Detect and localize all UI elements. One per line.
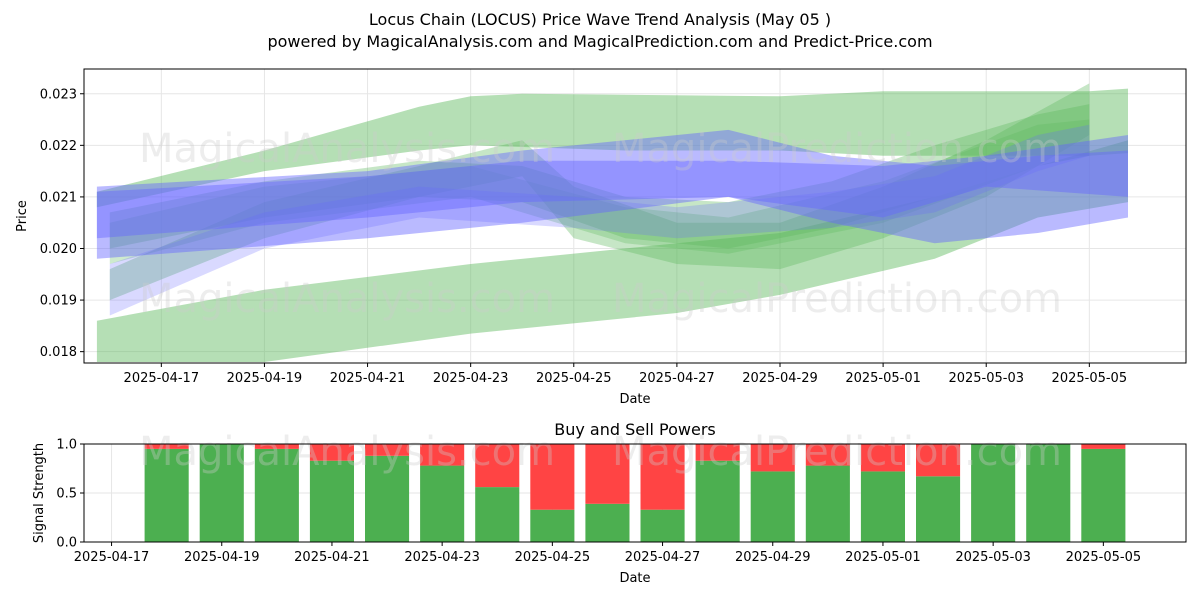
price-chart: MagicalAnalysis.com MagicalPrediction.co… bbox=[15, 68, 1187, 407]
buy-bar bbox=[1081, 448, 1126, 542]
wave-band-green-4 bbox=[109, 119, 1090, 264]
sell-bar bbox=[860, 444, 905, 472]
bar-x-tick-label: 2025-04-19 bbox=[184, 550, 260, 565]
buy-bar bbox=[750, 471, 795, 542]
price-y-tick-label: 0.020 bbox=[40, 242, 77, 257]
bar-x-tick-label: 2025-04-29 bbox=[735, 550, 811, 565]
bar-x-tick-label: 2025-04-21 bbox=[294, 550, 370, 565]
sell-bar bbox=[144, 444, 189, 449]
buy-bar bbox=[585, 503, 630, 542]
bar-x-tick-label: 2025-04-23 bbox=[404, 550, 480, 565]
price-x-tick-label: 2025-05-01 bbox=[845, 371, 921, 386]
price-plot-frame bbox=[83, 68, 1187, 364]
buy-bar bbox=[144, 448, 189, 542]
price-x-tick-label: 2025-04-19 bbox=[227, 371, 303, 386]
wave-band-green-3 bbox=[109, 104, 1090, 249]
price-y-tick-label: 0.021 bbox=[40, 190, 77, 205]
buy-bar bbox=[420, 465, 465, 542]
bar-x-tick-label: 2025-05-03 bbox=[955, 550, 1031, 565]
price-y-tick-label: 0.019 bbox=[40, 294, 77, 309]
watermark-prediction-top: MagicalPrediction.com bbox=[612, 126, 1062, 172]
buy-sell-chart: Buy and Sell Powers MagicalAnalysis.com … bbox=[32, 420, 1187, 586]
price-bands bbox=[96, 83, 1128, 362]
watermark-analysis-mid: MagicalAnalysis.com bbox=[139, 276, 555, 322]
sell-bar bbox=[309, 444, 354, 461]
bar-y-tick-label: 1.0 bbox=[56, 438, 77, 453]
price-y-tick-label: 0.022 bbox=[40, 139, 77, 154]
price-x-tick-label: 2025-04-25 bbox=[536, 371, 612, 386]
price-x-tick-label: 2025-04-17 bbox=[124, 371, 200, 386]
price-y-tick-label: 0.018 bbox=[40, 345, 77, 360]
price-x-tick-label: 2025-05-05 bbox=[1052, 371, 1128, 386]
price-x-axis-label: Date bbox=[619, 392, 650, 407]
price-x-tick-label: 2025-04-27 bbox=[639, 371, 715, 386]
sell-bar bbox=[750, 444, 795, 472]
price-x-tick-label: 2025-04-29 bbox=[742, 371, 818, 386]
wave-band-green-1 bbox=[96, 140, 1128, 362]
sell-bar bbox=[585, 444, 630, 504]
buy-bar bbox=[805, 465, 850, 542]
bar-y-tick-label: 0.5 bbox=[56, 487, 77, 502]
buy-bar bbox=[1026, 444, 1071, 542]
sell-bar bbox=[420, 444, 465, 466]
bar-x-tick-label: 2025-04-17 bbox=[74, 550, 150, 565]
wave-band-blue-7 bbox=[109, 124, 1090, 316]
buy-bar bbox=[309, 460, 354, 542]
sell-bar bbox=[916, 444, 961, 477]
figure-subtitle: powered by MagicalAnalysis.com and Magic… bbox=[267, 32, 932, 51]
buy-bar bbox=[916, 476, 961, 542]
buy-bar bbox=[530, 509, 575, 542]
wave-band-green-0 bbox=[96, 88, 1128, 208]
buy-bar bbox=[254, 448, 299, 542]
wave-band-blue-5 bbox=[96, 129, 1128, 259]
buy-bar bbox=[475, 487, 520, 542]
bar-y-axis-label: Signal Strength bbox=[32, 443, 47, 543]
sell-bar bbox=[1081, 444, 1126, 449]
watermark-analysis-top: MagicalAnalysis.com bbox=[139, 126, 555, 172]
bar-x-tick-label: 2025-05-05 bbox=[1066, 550, 1142, 565]
sell-bar bbox=[695, 444, 740, 461]
price-x-tick-label: 2025-04-23 bbox=[433, 371, 509, 386]
price-x-tick-label: 2025-04-21 bbox=[330, 371, 406, 386]
wave-band-green-2 bbox=[109, 83, 1090, 301]
buy-bar bbox=[860, 471, 905, 542]
watermark-prediction-bottom: MagicalPrediction.com bbox=[612, 429, 1062, 475]
price-y-ticks: 0.018 0.019 0.020 0.021 0.022 0.023 bbox=[40, 87, 84, 360]
bar-x-axis-label: Date bbox=[619, 571, 650, 586]
sell-bar bbox=[475, 444, 520, 488]
bar-x-tick-label: 2025-05-01 bbox=[845, 550, 921, 565]
buy-sell-title: Buy and Sell Powers bbox=[554, 420, 716, 439]
buy-bar bbox=[695, 460, 740, 542]
figure-title: Locus Chain (LOCUS) Price Wave Trend Ana… bbox=[369, 10, 831, 29]
bar-y-tick-label: 0.0 bbox=[56, 536, 77, 551]
sell-bar bbox=[805, 444, 850, 466]
watermark-prediction-mid: MagicalPrediction.com bbox=[612, 276, 1062, 322]
price-grid bbox=[84, 69, 1186, 363]
bar-x-tick-label: 2025-04-25 bbox=[515, 550, 591, 565]
price-x-tick-label: 2025-05-03 bbox=[948, 371, 1024, 386]
buy-bar bbox=[365, 455, 410, 542]
bar-y-ticks: 0.0 0.5 1.0 bbox=[56, 438, 84, 551]
bar-x-ticks: 2025-04-17 2025-04-19 2025-04-21 2025-04-23… bbox=[74, 542, 1141, 565]
price-y-axis-label: Price bbox=[15, 200, 30, 232]
buy-sell-bars bbox=[144, 444, 1126, 542]
sell-bar bbox=[530, 444, 575, 510]
sell-bar bbox=[640, 444, 685, 510]
buy-bar bbox=[640, 509, 685, 542]
price-y-tick-label: 0.023 bbox=[40, 87, 77, 102]
buy-bar bbox=[199, 444, 244, 542]
sell-bar bbox=[254, 444, 299, 449]
bar-x-tick-label: 2025-04-27 bbox=[625, 550, 701, 565]
watermark-analysis-bottom: MagicalAnalysis.com bbox=[139, 429, 555, 475]
buy-bar bbox=[971, 444, 1016, 542]
sell-bar bbox=[365, 444, 410, 456]
price-x-ticks: 2025-04-17 2025-04-19 2025-04-21 2025-04-23… bbox=[124, 363, 1128, 386]
wave-band-blue-6 bbox=[96, 135, 1128, 239]
